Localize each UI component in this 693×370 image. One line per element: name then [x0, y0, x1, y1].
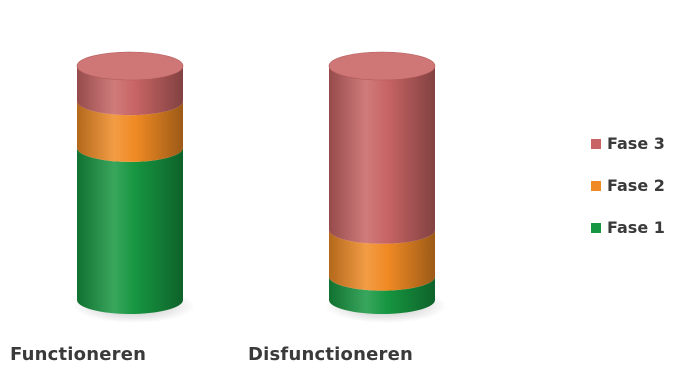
bar-segment-disfunctioneren-fase-2	[329, 229, 435, 291]
bar-segment-functioneren-fase-1	[77, 147, 183, 314]
category-label-disfunctioneren: Disfunctioneren	[248, 344, 414, 365]
legend-swatch-fase-1	[591, 222, 601, 233]
cylinder-top-cap-functioneren	[76, 51, 184, 81]
legend-item-fase-3: Fase 3	[591, 133, 665, 154]
bar-segment-disfunctioneren-fase-3	[329, 66, 435, 244]
legend-swatch-fase-2	[591, 180, 601, 191]
legend-label-fase-2: Fase 2	[607, 176, 665, 195]
category-label-functioneren: Functioneren	[10, 344, 147, 365]
legend-swatch-fase-3	[591, 138, 601, 149]
legend-label-fase-3: Fase 3	[607, 134, 665, 153]
bar-segment-disfunctioneren-fase-1	[329, 276, 435, 314]
legend-label-fase-1: Fase 1	[607, 218, 665, 237]
bar-segment-functioneren-fase-2	[77, 101, 183, 162]
legend-item-fase-1: Fase 1	[591, 217, 665, 238]
chart-legend: Fase 3 Fase 2 Fase 1	[591, 133, 665, 259]
legend-item-fase-2: Fase 2	[591, 175, 665, 196]
cylinder-top-cap-disfunctioneren	[328, 51, 436, 81]
